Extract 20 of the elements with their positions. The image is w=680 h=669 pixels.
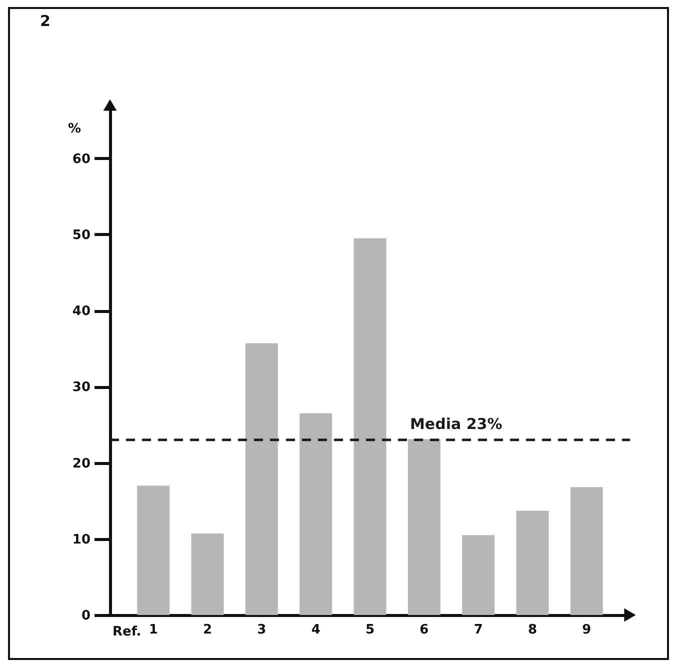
x-tick-label: 9 — [582, 622, 592, 638]
x-tick-label: 1 — [148, 622, 158, 638]
x-tick-label: 2 — [202, 622, 212, 638]
y-tick-label: 60 — [72, 152, 90, 167]
x-tick-label: 6 — [420, 622, 429, 638]
x-tick-label: 5 — [365, 622, 375, 638]
x-tick-label: 4 — [311, 622, 320, 638]
y-tick-label: 40 — [72, 304, 90, 320]
y-tick-label: 0 — [81, 608, 90, 624]
y-axis-title: % — [68, 122, 82, 136]
chart-title: 2 — [40, 12, 50, 30]
x-tick-label: 7 — [474, 622, 483, 638]
x-tick-label: 3 — [257, 622, 266, 638]
x-axis-title: Ref. — [112, 624, 142, 640]
y-tick-label: 10 — [72, 532, 90, 548]
x-tick-label: 8 — [528, 622, 538, 638]
y-tick-label: 50 — [72, 228, 90, 243]
y-tick-label: 30 — [72, 380, 90, 396]
ref-line-label: Media 23% — [410, 414, 502, 433]
y-tick-label: 20 — [72, 456, 90, 472]
